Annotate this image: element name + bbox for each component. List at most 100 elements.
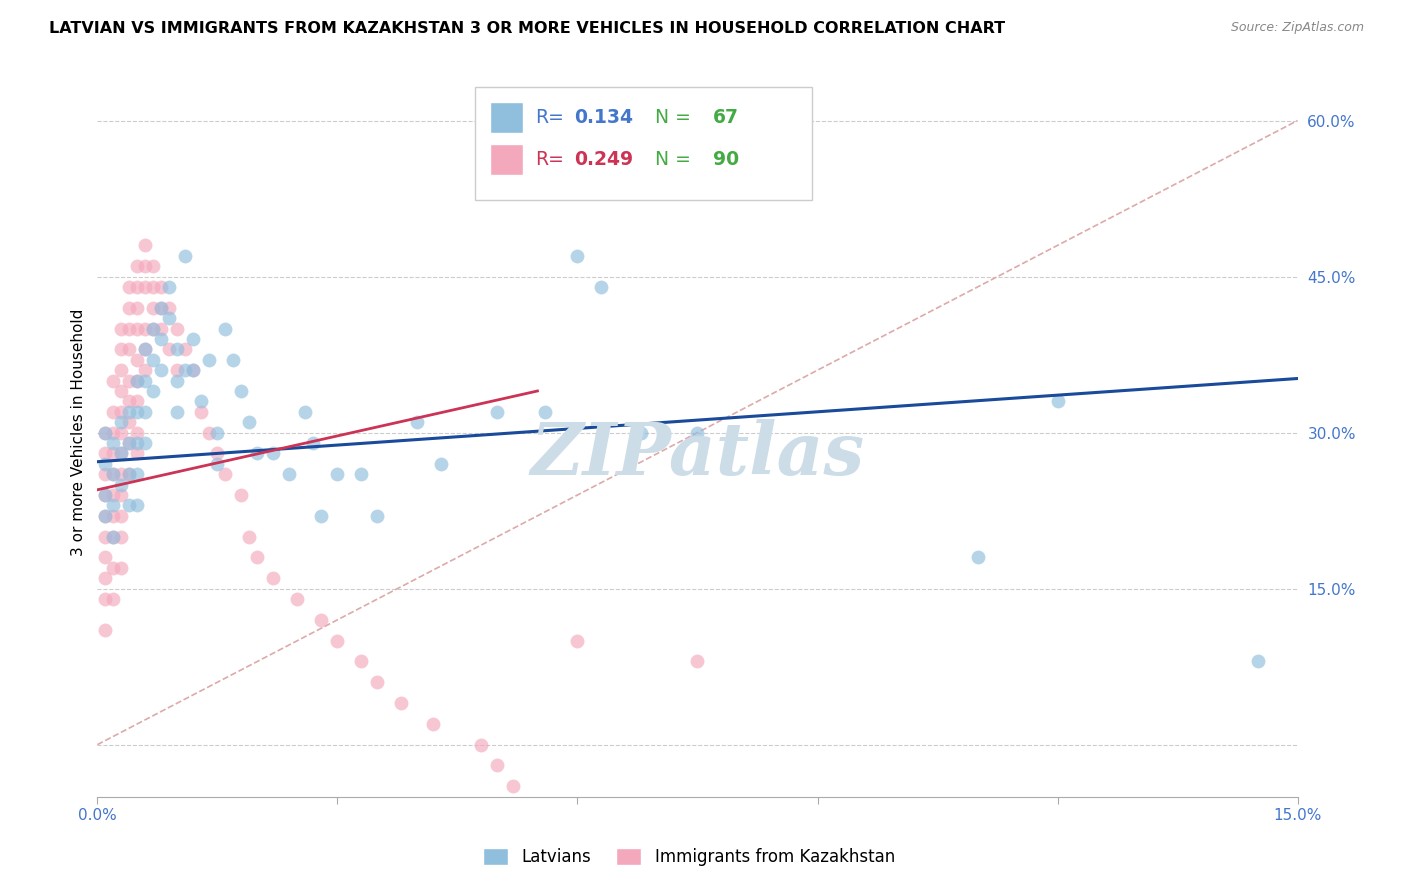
Point xyxy=(134,259,156,273)
Point xyxy=(110,446,132,460)
Point xyxy=(287,592,309,607)
Text: R=: R= xyxy=(536,150,564,169)
Point xyxy=(127,280,149,294)
Point xyxy=(198,425,221,440)
Point xyxy=(103,446,125,460)
Point xyxy=(127,446,149,460)
Point xyxy=(127,374,149,388)
Point xyxy=(134,343,156,357)
Point xyxy=(110,405,132,419)
Point xyxy=(103,488,125,502)
Point xyxy=(94,571,117,585)
Point xyxy=(127,374,149,388)
Point xyxy=(103,467,125,482)
Point xyxy=(134,436,156,450)
Point xyxy=(110,446,132,460)
Point xyxy=(150,321,173,335)
Point xyxy=(157,343,180,357)
Point xyxy=(166,363,188,377)
Point xyxy=(207,457,229,471)
Point xyxy=(486,405,509,419)
Point xyxy=(567,249,589,263)
Point xyxy=(127,425,149,440)
Point xyxy=(94,624,117,638)
Point xyxy=(127,259,149,273)
Point xyxy=(94,457,117,471)
Point xyxy=(134,280,156,294)
Point xyxy=(134,405,156,419)
Bar xyxy=(489,145,523,175)
Point xyxy=(262,446,284,460)
Point xyxy=(94,425,117,440)
Point xyxy=(118,280,141,294)
Point xyxy=(118,343,141,357)
Point xyxy=(118,467,141,482)
Point xyxy=(1046,394,1069,409)
Point xyxy=(183,332,205,346)
Point xyxy=(127,394,149,409)
Point xyxy=(486,758,509,772)
Point xyxy=(1246,655,1268,669)
Point xyxy=(966,550,988,565)
Point xyxy=(166,321,188,335)
Point xyxy=(174,363,197,377)
Point xyxy=(406,415,429,429)
Point xyxy=(127,352,149,367)
Point xyxy=(94,488,117,502)
Y-axis label: 3 or more Vehicles in Household: 3 or more Vehicles in Household xyxy=(72,309,86,557)
Point xyxy=(142,384,165,398)
Point xyxy=(207,425,229,440)
Point xyxy=(326,633,349,648)
Point xyxy=(118,436,141,450)
Point xyxy=(366,675,388,690)
Point xyxy=(94,530,117,544)
Point xyxy=(110,384,132,398)
Point xyxy=(262,571,284,585)
Point xyxy=(110,415,132,429)
Text: Source: ZipAtlas.com: Source: ZipAtlas.com xyxy=(1230,21,1364,35)
Point xyxy=(110,508,132,523)
Point xyxy=(366,508,388,523)
Point xyxy=(127,499,149,513)
Point xyxy=(118,415,141,429)
Text: 0.134: 0.134 xyxy=(574,108,633,127)
Point xyxy=(150,332,173,346)
Point xyxy=(103,425,125,440)
Point xyxy=(222,352,245,367)
Point xyxy=(110,561,132,575)
Point xyxy=(166,405,188,419)
Point xyxy=(422,717,444,731)
Point xyxy=(110,321,132,335)
Text: R=: R= xyxy=(536,108,564,127)
Point xyxy=(94,508,117,523)
Text: 90: 90 xyxy=(713,150,740,169)
Point xyxy=(686,425,709,440)
Point xyxy=(238,415,260,429)
Point xyxy=(110,425,132,440)
Point xyxy=(157,301,180,315)
Bar xyxy=(475,87,811,200)
Point xyxy=(103,436,125,450)
Point xyxy=(110,530,132,544)
Text: ZIPatlas: ZIPatlas xyxy=(530,419,865,490)
Point xyxy=(311,613,333,627)
Point xyxy=(118,374,141,388)
Point xyxy=(174,343,197,357)
Point xyxy=(142,321,165,335)
Point xyxy=(142,352,165,367)
Point xyxy=(238,530,260,544)
Point xyxy=(278,467,301,482)
Point xyxy=(94,508,117,523)
Point xyxy=(127,436,149,450)
Point xyxy=(166,343,188,357)
Point xyxy=(127,467,149,482)
Point xyxy=(103,561,125,575)
Point xyxy=(246,550,269,565)
Point xyxy=(157,280,180,294)
Point xyxy=(502,779,524,793)
Point xyxy=(470,738,492,752)
Point xyxy=(534,405,557,419)
Point xyxy=(150,301,173,315)
Point xyxy=(311,508,333,523)
Point xyxy=(110,488,132,502)
